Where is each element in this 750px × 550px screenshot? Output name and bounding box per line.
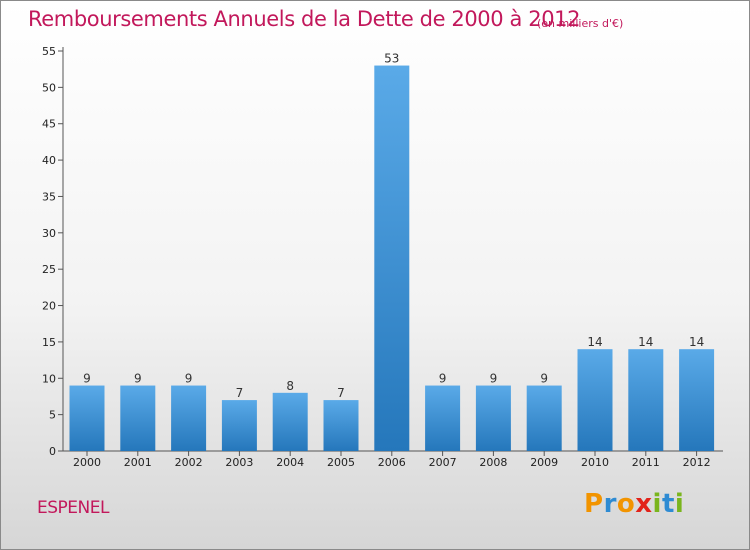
bar-value-label: 9 <box>540 372 548 386</box>
bar[interactable] <box>374 65 410 451</box>
y-tick-label: 45 <box>42 118 56 131</box>
y-tick-label: 25 <box>42 263 56 276</box>
bar-value-label: 8 <box>286 379 294 393</box>
y-tick-label: 10 <box>42 372 56 385</box>
bar[interactable] <box>679 349 715 451</box>
x-tick-label: 2004 <box>276 456 304 469</box>
y-tick-label: 15 <box>42 336 56 349</box>
y-tick-label: 35 <box>42 190 56 203</box>
proxiti-logo[interactable]: Proxiti <box>584 489 684 519</box>
bar-value-label: 9 <box>134 372 142 386</box>
chart-title: Remboursements Annuels de la Dette de 20… <box>28 7 581 31</box>
bar[interactable] <box>577 349 613 451</box>
logo-letter: x <box>635 489 653 519</box>
chart-labels: 0 5 10 15 20 25 30 35 40 45 50 55 2000 9 2001 9 2002 9 200… <box>42 45 711 469</box>
bar-value-label: 53 <box>384 52 399 66</box>
logo-letter: P <box>584 489 604 519</box>
x-tick-label: 2006 <box>378 456 406 469</box>
logo-letter: o <box>616 489 636 519</box>
x-tick-label: 2007 <box>429 456 457 469</box>
bar-value-label: 9 <box>439 372 447 386</box>
x-tick-label: 2003 <box>225 456 253 469</box>
bar[interactable] <box>221 400 257 451</box>
x-tick-label: 2001 <box>124 456 152 469</box>
bar[interactable] <box>272 392 308 451</box>
bar-value-label: 7 <box>337 386 345 400</box>
bar-value-label: 9 <box>490 372 498 386</box>
bar[interactable] <box>323 400 359 451</box>
y-tick-label: 5 <box>49 409 56 422</box>
y-tick-label: 20 <box>42 300 56 313</box>
x-tick-label: 2000 <box>73 456 101 469</box>
logo-letter: t <box>661 489 675 519</box>
bar[interactable] <box>120 385 156 451</box>
y-tick-label: 40 <box>42 154 56 167</box>
y-tick-label: 0 <box>49 445 56 458</box>
bar-value-label: 14 <box>689 335 704 349</box>
bar-value-label: 7 <box>236 386 244 400</box>
x-tick-label: 2008 <box>479 456 507 469</box>
bar[interactable] <box>171 385 207 451</box>
bar[interactable] <box>425 385 461 451</box>
bar-value-label: 14 <box>587 335 602 349</box>
logo-letter: i <box>652 489 662 519</box>
bar[interactable] <box>475 385 511 451</box>
x-tick-label: 2011 <box>632 456 660 469</box>
y-tick-label: 55 <box>42 45 56 58</box>
bar[interactable] <box>526 385 562 451</box>
y-tick-label: 30 <box>42 227 56 240</box>
x-tick-label: 2010 <box>581 456 609 469</box>
x-tick-label: 2012 <box>683 456 711 469</box>
bar-value-label: 9 <box>83 372 91 386</box>
bar-value-label: 9 <box>185 372 193 386</box>
x-tick-label: 2002 <box>175 456 203 469</box>
chart-subtitle: (en milliers d'€) <box>537 17 624 30</box>
commune-name: ESPENEL <box>37 498 109 518</box>
bar[interactable] <box>69 385 105 451</box>
bar-value-label: 14 <box>638 335 653 349</box>
x-tick-label: 2009 <box>530 456 558 469</box>
x-tick-label: 2005 <box>327 456 355 469</box>
chart-bars <box>69 65 715 451</box>
logo-letter: i <box>674 489 685 519</box>
logo-letter: r <box>603 489 617 519</box>
bar[interactable] <box>628 349 664 451</box>
y-tick-label: 50 <box>42 81 56 94</box>
